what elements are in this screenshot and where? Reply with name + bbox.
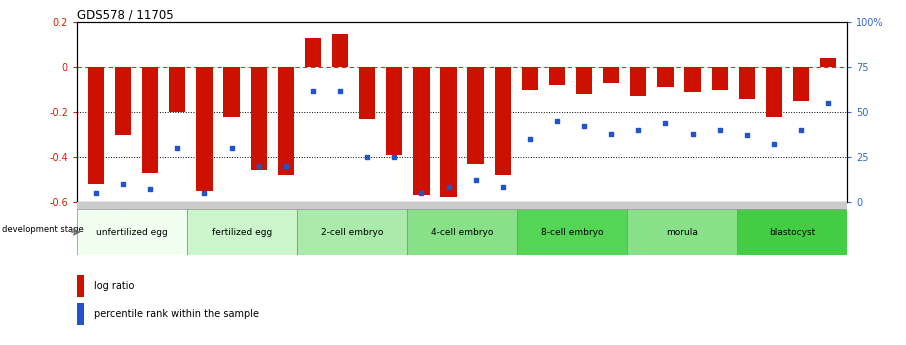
- Bar: [820, 58, 836, 67]
- Bar: [197, 67, 213, 190]
- Bar: [627, 209, 737, 255]
- Bar: [304, 38, 321, 67]
- Text: GDS578 / 11705: GDS578 / 11705: [77, 8, 174, 21]
- Bar: [142, 67, 159, 172]
- Bar: [522, 67, 538, 90]
- Bar: [359, 67, 375, 119]
- Point: [278, 163, 293, 169]
- Point: [360, 154, 374, 160]
- Bar: [738, 67, 755, 99]
- Bar: [77, 303, 84, 325]
- Bar: [711, 67, 728, 90]
- Point: [333, 88, 347, 93]
- Point: [821, 100, 835, 106]
- Point: [89, 190, 103, 196]
- Bar: [251, 67, 267, 170]
- Bar: [603, 67, 620, 83]
- Point: [685, 131, 699, 136]
- Bar: [332, 33, 348, 67]
- Text: log ratio: log ratio: [93, 282, 134, 292]
- Point: [631, 127, 646, 133]
- Bar: [517, 209, 627, 255]
- Point: [766, 142, 781, 147]
- Bar: [115, 67, 131, 135]
- Bar: [684, 67, 700, 92]
- Point: [170, 145, 185, 151]
- Bar: [77, 275, 84, 297]
- Bar: [224, 67, 240, 117]
- Bar: [386, 67, 402, 155]
- Point: [441, 185, 456, 190]
- Point: [143, 187, 158, 192]
- Bar: [440, 67, 457, 197]
- Bar: [549, 67, 565, 85]
- Point: [414, 190, 429, 196]
- Bar: [737, 209, 847, 255]
- Bar: [407, 209, 517, 255]
- Text: unfertilized egg: unfertilized egg: [96, 227, 168, 237]
- Point: [604, 131, 619, 136]
- Bar: [88, 67, 104, 184]
- Text: development stage: development stage: [2, 225, 83, 234]
- Point: [252, 163, 266, 169]
- Point: [577, 124, 592, 129]
- Bar: [297, 209, 407, 255]
- Point: [523, 136, 537, 142]
- Point: [468, 178, 483, 183]
- Text: 2-cell embryo: 2-cell embryo: [321, 227, 383, 237]
- Bar: [413, 67, 429, 195]
- Point: [198, 190, 212, 196]
- Bar: [631, 67, 647, 96]
- Point: [794, 127, 808, 133]
- Point: [387, 154, 401, 160]
- Text: 4-cell embryo: 4-cell embryo: [431, 227, 493, 237]
- Bar: [576, 67, 593, 94]
- Point: [305, 88, 320, 93]
- Bar: [467, 67, 484, 164]
- Bar: [77, 209, 187, 255]
- Point: [116, 181, 130, 187]
- Bar: [766, 67, 782, 117]
- Bar: [187, 209, 297, 255]
- Text: fertilized egg: fertilized egg: [212, 227, 272, 237]
- Text: blastocyst: blastocyst: [769, 227, 815, 237]
- Bar: [169, 67, 186, 112]
- Point: [496, 185, 510, 190]
- Point: [712, 127, 727, 133]
- Bar: [657, 67, 673, 87]
- Text: percentile rank within the sample: percentile rank within the sample: [93, 309, 258, 319]
- Point: [658, 120, 672, 126]
- Point: [225, 145, 239, 151]
- Text: morula: morula: [666, 227, 698, 237]
- Bar: [793, 67, 809, 101]
- Point: [550, 118, 564, 124]
- Bar: [277, 67, 294, 175]
- Text: 8-cell embryo: 8-cell embryo: [541, 227, 603, 237]
- Bar: [495, 67, 511, 175]
- Point: [739, 133, 754, 138]
